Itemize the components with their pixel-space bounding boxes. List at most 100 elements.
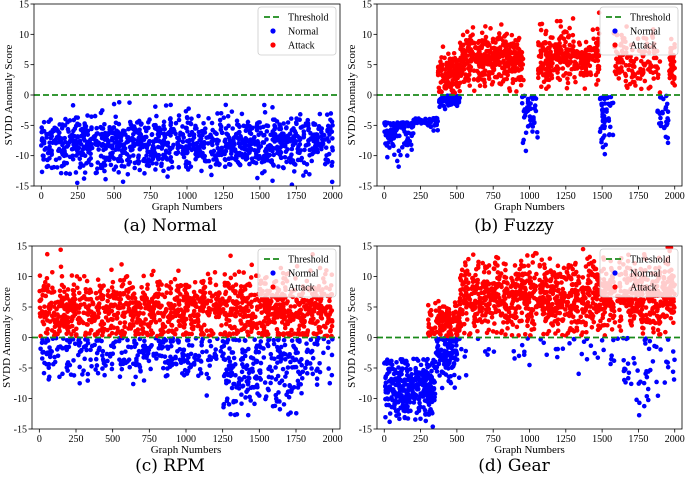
data-point: [293, 357, 299, 362]
data-point: [88, 296, 94, 302]
data-point: [492, 54, 497, 59]
data-point: [239, 146, 245, 151]
data-point: [314, 146, 320, 152]
data-point: [641, 403, 647, 409]
data-point: [388, 127, 393, 133]
data-point: [183, 164, 189, 170]
data-point: [602, 108, 607, 113]
data-point: [248, 385, 254, 391]
data-point: [448, 340, 453, 345]
data-point: [621, 357, 626, 363]
data-point: [509, 32, 515, 38]
data-point: [222, 357, 228, 363]
data-point: [274, 137, 280, 143]
data-point: [60, 122, 65, 127]
data-point: [412, 395, 418, 401]
data-point: [282, 325, 288, 331]
data-point: [670, 349, 676, 354]
data-point: [277, 406, 283, 412]
data-point: [436, 85, 442, 91]
data-point: [637, 76, 643, 81]
data-point: [271, 337, 277, 343]
data-point: [160, 344, 166, 350]
data-point: [601, 113, 607, 119]
data-point: [393, 132, 398, 138]
data-point: [114, 315, 120, 320]
data-point: [587, 45, 593, 50]
data-point: [40, 292, 46, 298]
data-point: [185, 129, 190, 134]
data-point: [202, 153, 208, 159]
data-point: [309, 158, 315, 164]
series-normal-b: [382, 93, 671, 169]
data-point: [228, 253, 233, 259]
data-point: [485, 43, 491, 49]
data-point: [301, 134, 307, 140]
data-point: [542, 72, 548, 77]
data-point: [282, 342, 288, 348]
data-point: [478, 54, 484, 59]
data-point: [116, 100, 122, 105]
data-point: [665, 118, 671, 123]
data-point: [330, 147, 335, 153]
data-point: [558, 35, 563, 41]
data-point: [86, 149, 91, 155]
data-point: [183, 290, 189, 296]
data-point: [107, 154, 112, 160]
data-point: [105, 288, 111, 294]
data-point: [52, 312, 58, 318]
data-point: [663, 106, 668, 112]
data-point: [281, 301, 286, 306]
data-point: [205, 271, 211, 277]
data-point: [130, 124, 136, 129]
data-point: [210, 127, 215, 133]
data-point: [667, 71, 673, 77]
legend-attack-label: Attack: [288, 41, 315, 52]
data-point: [496, 72, 501, 78]
data-point: [167, 302, 172, 308]
data-point: [100, 366, 105, 371]
data-point: [198, 359, 204, 364]
data-point: [162, 153, 167, 158]
data-point: [567, 42, 573, 48]
data-point: [100, 348, 106, 354]
data-point: [234, 328, 240, 333]
data-point: [237, 162, 243, 167]
data-point: [196, 129, 202, 135]
y-axis-label: SVDD Anomaly Score: [3, 44, 15, 145]
data-point: [390, 141, 395, 147]
data-point: [325, 123, 331, 129]
data-point: [394, 391, 399, 397]
data-point: [83, 286, 89, 292]
data-point: [487, 49, 493, 54]
data-point: [137, 167, 143, 173]
data-point: [244, 153, 250, 158]
data-point: [60, 346, 65, 351]
data-point: [277, 302, 283, 307]
data-point: [99, 165, 105, 171]
data-point: [315, 134, 320, 140]
data-point: [134, 120, 140, 125]
data-point: [271, 152, 277, 158]
data-point: [216, 290, 222, 295]
data-point: [253, 314, 258, 320]
data-point: [84, 160, 89, 166]
data-point: [548, 68, 553, 74]
chart-panel-a: 0 250 500 750 1000 1250 1500 1750 2000-15-10-505…: [3, 0, 343, 213]
data-point: [189, 132, 195, 137]
data-point: [118, 138, 124, 143]
data-point: [118, 157, 124, 163]
data-point: [604, 117, 609, 123]
data-point: [236, 151, 241, 157]
data-point: [242, 287, 248, 292]
data-point: [272, 306, 278, 312]
data-point: [258, 125, 263, 130]
data-point: [257, 375, 263, 381]
data-point: [105, 358, 110, 364]
data-point: [37, 305, 43, 311]
data-point: [466, 72, 472, 78]
data-point: [387, 384, 393, 389]
data-point: [183, 286, 188, 292]
data-point: [48, 302, 54, 308]
data-point: [527, 114, 533, 119]
